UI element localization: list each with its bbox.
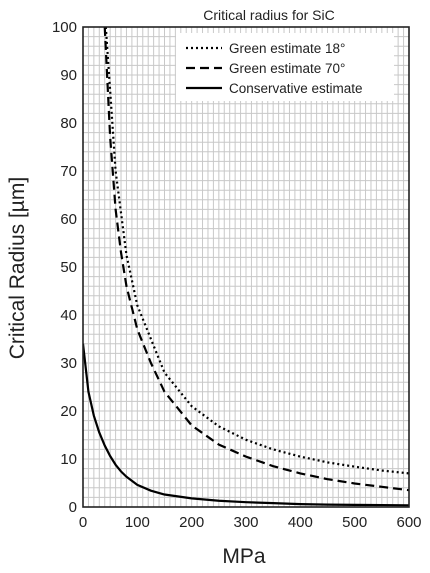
legend: Green estimate 18° Green estimate 70° Cons…	[186, 41, 363, 96]
legend-background	[176, 33, 394, 101]
x-tick-label: 200	[179, 514, 204, 531]
series-line-1	[104, 27, 409, 475]
y-tick-label: 100	[52, 19, 77, 36]
series-layer	[83, 27, 409, 507]
legend-label-2: Green estimate 70°	[229, 61, 345, 76]
y-tick-label: 10	[60, 451, 77, 468]
y-tick-label: 40	[60, 307, 77, 324]
frame-layer	[82, 26, 410, 508]
x-tick-label: 400	[288, 514, 313, 531]
grid	[83, 27, 409, 507]
y-tick-label: 70	[60, 163, 77, 180]
y-axis-label: Critical Radius [µm]	[6, 177, 29, 359]
legend-label-3: Conservative estimate	[229, 81, 363, 96]
chart-title: Critical radius for SiC	[203, 7, 334, 23]
series-line-3	[83, 343, 409, 507]
series-line-2	[103, 27, 409, 492]
x-tick-label: 500	[342, 514, 367, 531]
y-tick-label: 20	[60, 403, 77, 420]
y-tick-label: 30	[60, 355, 77, 372]
x-axis-label: MPa	[222, 545, 266, 568]
y-tick-label: 90	[60, 67, 77, 84]
ticks-layer: 0 10 20 30 40 50 60 70 80 90 100 0 100 200 300 400 500 60…	[52, 19, 422, 531]
x-tick-label: 300	[233, 514, 258, 531]
plot-frame	[82, 26, 410, 508]
y-tick-label: 0	[69, 499, 77, 516]
y-tick-label: 80	[60, 115, 77, 132]
x-tick-label: 100	[125, 514, 150, 531]
x-tick-label: 0	[79, 514, 87, 531]
y-tick-label: 60	[60, 211, 77, 228]
legend-label-1: Green estimate 18°	[229, 41, 345, 56]
x-tick-label: 600	[396, 514, 421, 531]
y-tick-label: 50	[60, 259, 77, 276]
